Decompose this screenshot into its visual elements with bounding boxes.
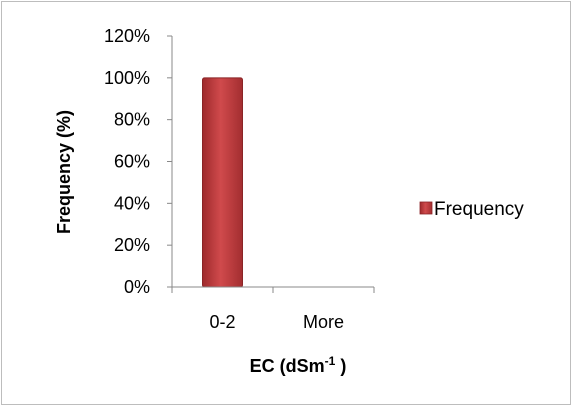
y-axis-ticks: 0% 20% 40% 60% 80% 100% 120%	[104, 26, 172, 297]
y-tick-label: 40%	[114, 193, 150, 213]
bar-0-2	[202, 77, 243, 288]
x-axis-title-suffix: )	[335, 356, 346, 376]
x-axis-title: EC (dSm-1 )	[250, 354, 347, 376]
y-tick-label: 80%	[114, 110, 150, 130]
y-tick-label: 60%	[114, 152, 150, 172]
y-tick-label: 0%	[124, 277, 150, 297]
bars	[202, 77, 243, 288]
x-tick-label: More	[303, 312, 344, 332]
legend-swatch	[419, 201, 433, 215]
x-axis-title-superscript: -1	[325, 354, 336, 368]
y-tick-label: 120%	[104, 26, 150, 46]
legend: Frequency	[419, 199, 524, 220]
y-tick-label: 100%	[104, 68, 150, 88]
x-tick-label: 0-2	[209, 312, 235, 332]
y-axis-title: Frequency (%)	[54, 110, 74, 234]
y-tick-label: 20%	[114, 235, 150, 255]
x-axis-ticks: 0-2 More	[171, 287, 375, 332]
legend-label: Frequency	[434, 199, 524, 220]
x-axis-title-main: EC (dSm	[250, 356, 325, 376]
